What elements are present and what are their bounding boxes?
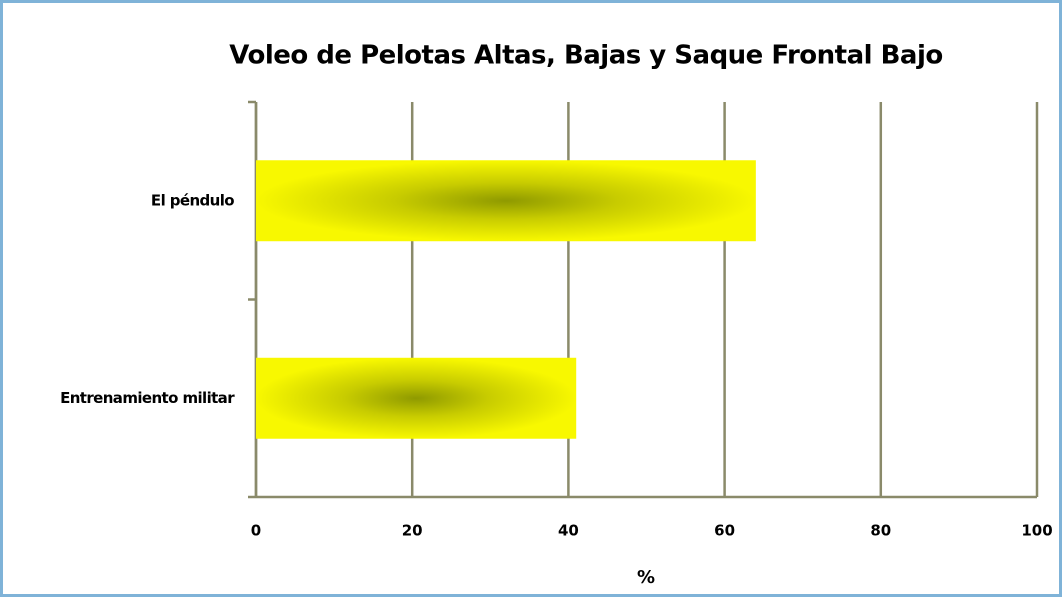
y-tick-label: Entrenamiento militar	[60, 389, 235, 407]
bar	[256, 357, 577, 439]
x-tick-label: 80	[870, 522, 891, 540]
x-axis-label: %	[637, 567, 655, 588]
chart-title: Voleo de Pelotas Altas, Bajas y Saque Fr…	[229, 41, 943, 71]
x-tick-label: 20	[402, 522, 423, 540]
x-tick-label: 0	[251, 522, 261, 540]
x-tick-label: 100	[1021, 522, 1052, 540]
y-tick-label: El péndulo	[151, 191, 234, 209]
bar	[256, 160, 756, 242]
x-tick-label: 60	[714, 522, 735, 540]
x-tick-label: 40	[558, 522, 579, 540]
